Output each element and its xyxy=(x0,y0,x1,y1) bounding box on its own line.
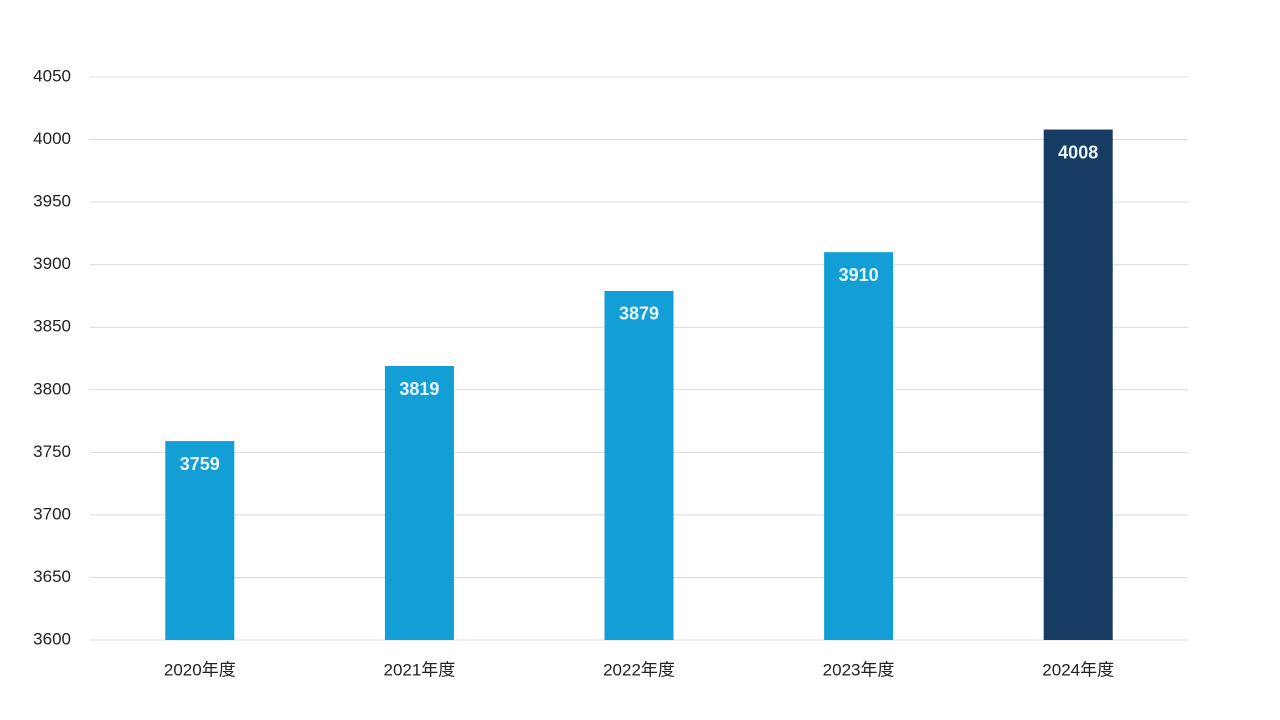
y-tick-label: 3650 xyxy=(33,567,71,586)
value-label: 3910 xyxy=(839,265,879,285)
bar xyxy=(165,441,235,640)
x-tick-label: 2021年度 xyxy=(383,660,455,679)
value-label: 4008 xyxy=(1058,142,1098,162)
y-tick-label: 4050 xyxy=(33,66,71,85)
x-tick-label: 2022年度 xyxy=(603,660,675,679)
x-tick-label: 2020年度 xyxy=(164,660,236,679)
y-tick-label: 3950 xyxy=(33,192,71,211)
y-tick-label: 3700 xyxy=(33,504,71,523)
y-tick-label: 3600 xyxy=(33,629,71,648)
value-label: 3759 xyxy=(180,454,220,474)
y-tick-label: 4000 xyxy=(33,129,71,148)
value-label: 3879 xyxy=(619,304,659,324)
y-tick-label: 3800 xyxy=(33,379,71,398)
bar xyxy=(384,366,454,640)
value-label: 3819 xyxy=(399,379,439,399)
bar xyxy=(1043,129,1113,640)
y-tick-label: 3750 xyxy=(33,442,71,461)
y-tick-label: 3850 xyxy=(33,317,71,336)
x-tick-label: 2023年度 xyxy=(823,660,895,679)
bar xyxy=(604,290,674,640)
bar xyxy=(824,252,894,640)
x-tick-label: 2024年度 xyxy=(1042,660,1114,679)
y-tick-label: 3900 xyxy=(33,254,71,273)
